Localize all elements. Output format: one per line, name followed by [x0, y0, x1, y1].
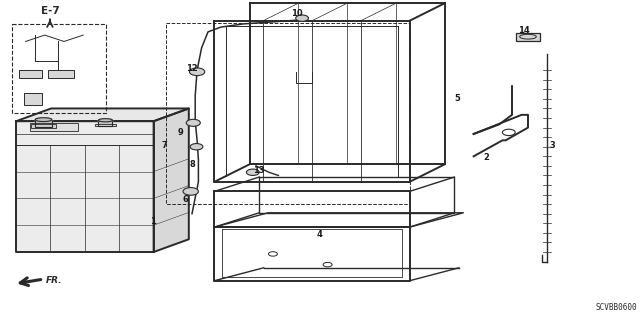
Text: E-7: E-7: [40, 5, 60, 16]
Circle shape: [189, 68, 205, 76]
Text: 2: 2: [483, 153, 489, 162]
Bar: [95, 124, 116, 126]
Text: SCVBB0600: SCVBB0600: [595, 303, 637, 312]
Text: 4: 4: [317, 230, 323, 239]
Text: 12: 12: [186, 64, 197, 73]
Bar: [99, 120, 113, 126]
Bar: [31, 124, 56, 128]
Polygon shape: [16, 121, 154, 252]
Text: 9: 9: [177, 128, 183, 137]
Text: 6: 6: [182, 195, 188, 204]
Bar: [12, 24, 106, 113]
Bar: [516, 33, 540, 41]
Text: 1: 1: [150, 217, 156, 226]
Text: 8: 8: [189, 160, 195, 169]
Text: 3: 3: [549, 141, 555, 150]
Text: 7: 7: [161, 141, 167, 150]
Bar: [19, 70, 42, 78]
Bar: [29, 123, 78, 131]
Bar: [29, 123, 78, 131]
Ellipse shape: [99, 119, 113, 122]
Circle shape: [186, 119, 200, 126]
Bar: [48, 70, 74, 78]
Circle shape: [296, 15, 308, 21]
Circle shape: [183, 188, 198, 195]
Circle shape: [190, 144, 203, 150]
Bar: [24, 93, 42, 105]
Bar: [31, 124, 56, 128]
Text: 10: 10: [291, 9, 303, 18]
Text: 5: 5: [454, 94, 460, 103]
Text: 14: 14: [518, 26, 530, 35]
Circle shape: [246, 169, 259, 175]
Text: FR.: FR.: [46, 276, 63, 285]
Bar: [35, 120, 52, 127]
Bar: [99, 120, 113, 126]
Polygon shape: [154, 108, 189, 252]
Text: 13: 13: [253, 166, 264, 175]
Ellipse shape: [35, 118, 52, 122]
Polygon shape: [16, 108, 189, 121]
Bar: [35, 120, 52, 127]
Bar: [95, 124, 116, 126]
